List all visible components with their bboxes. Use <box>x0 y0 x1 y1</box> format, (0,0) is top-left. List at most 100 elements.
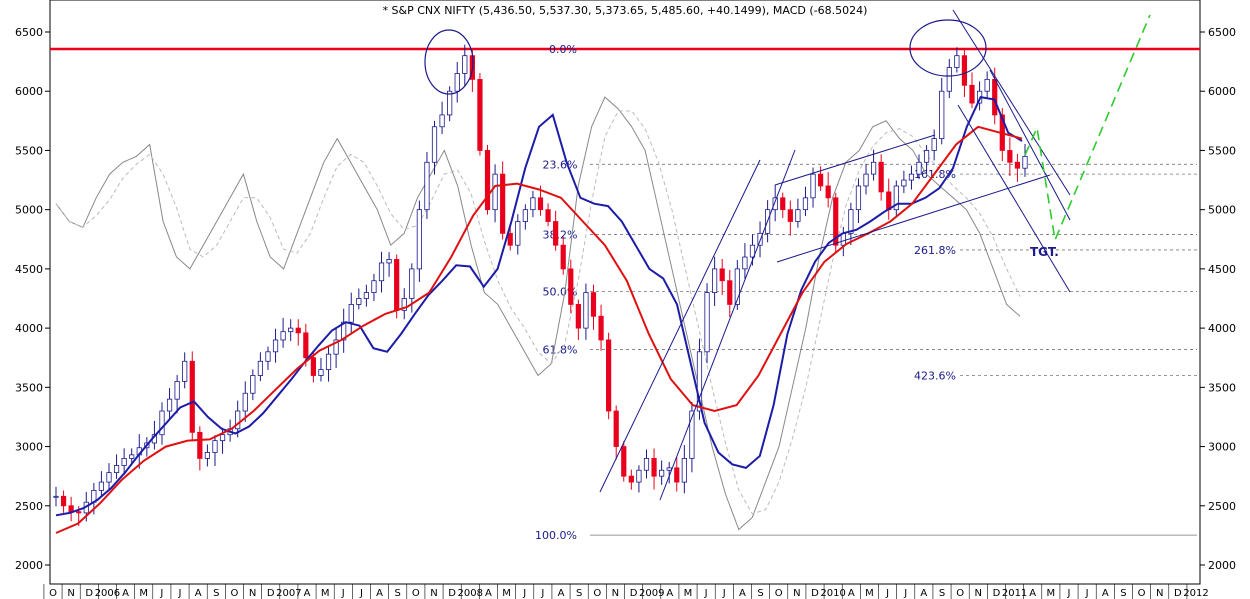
candle-body <box>356 298 362 305</box>
candle-body <box>507 232 513 246</box>
x-tick-label: A <box>666 588 673 599</box>
x-tick-label: J <box>885 588 889 599</box>
x-tick-label: O <box>230 588 238 599</box>
candle-body <box>409 268 415 299</box>
candle-body <box>401 298 407 311</box>
y-tick-label: 3500 <box>15 381 43 394</box>
candle-body <box>908 173 915 181</box>
candle-body <box>189 360 195 433</box>
fib-label: 100.0% <box>535 529 577 542</box>
y-tick-label: 3000 <box>15 441 43 454</box>
candle-body <box>394 259 400 311</box>
y-tick-label: 2500 <box>1208 500 1236 513</box>
candle-body <box>484 150 491 211</box>
candle-body <box>477 78 483 151</box>
candle-body <box>742 256 748 270</box>
candle-body <box>734 268 740 305</box>
x-tick-label: J <box>341 588 345 599</box>
x-tick-label: O <box>775 588 783 599</box>
candle-body <box>371 280 377 293</box>
y-tick-label: 4500 <box>15 263 43 276</box>
x-tick-label: J <box>1085 588 1089 599</box>
x-tick-label: D <box>630 588 638 599</box>
candle-body <box>204 452 211 459</box>
x-tick-label: O <box>412 588 420 599</box>
macd-overlay <box>55 96 1021 531</box>
candle-body <box>242 392 248 412</box>
candle-body <box>60 495 67 507</box>
candle-body <box>749 244 756 258</box>
candle-body <box>295 327 301 334</box>
y-tick-label: 5500 <box>1208 144 1236 157</box>
y-tick-label: 2500 <box>15 500 43 513</box>
candle-body <box>916 161 922 175</box>
macd-line <box>55 96 1021 531</box>
candle-body <box>878 161 884 193</box>
x-tick-label: D <box>1174 588 1182 599</box>
y-axis-left: 2000 2500 3000 3500 4000 4500 5000 5500 6000 6500 <box>15 26 50 572</box>
x-tick-label: A <box>739 588 746 599</box>
candle-body <box>833 197 839 246</box>
y-tick-label: 5000 <box>1208 204 1236 217</box>
candle-body <box>780 197 786 211</box>
candle-body <box>310 357 316 376</box>
x-tick-label: M <box>1047 588 1056 599</box>
trendline <box>952 9 1071 196</box>
x-tick-label: 2011 <box>1002 588 1027 599</box>
candle-body <box>219 434 226 442</box>
candle-body <box>992 78 998 116</box>
moving-averages <box>55 95 1023 534</box>
x-tick-label: O <box>593 588 601 599</box>
candle-body <box>848 209 854 234</box>
candle-body <box>606 339 612 412</box>
trendline <box>659 149 796 501</box>
candle-body <box>825 185 831 199</box>
x-tick-label: M <box>865 588 874 599</box>
trendline <box>774 134 936 186</box>
candle-body <box>772 197 778 211</box>
x-tick-label: N <box>67 588 74 599</box>
y-tick-label: 3500 <box>1208 381 1236 394</box>
x-tick-label: J <box>1067 588 1071 599</box>
candle-body <box>984 78 990 92</box>
candle-body <box>272 339 279 353</box>
candle-body <box>288 327 294 333</box>
x-tick-label: S <box>213 588 219 599</box>
candle-body <box>363 292 369 299</box>
candle-body <box>855 185 862 211</box>
candle-body <box>129 454 135 459</box>
x-tick-label: A <box>304 588 311 599</box>
ema-fast-line <box>55 95 1023 517</box>
x-tick-label: A <box>485 588 492 599</box>
candle-body <box>802 197 809 211</box>
x-tick-label: J <box>178 588 182 599</box>
y-tick-label: 4000 <box>1208 322 1236 335</box>
x-tick-label: A <box>122 588 129 599</box>
candle-body <box>121 457 127 466</box>
candle-body <box>265 351 271 362</box>
candle-body <box>870 161 877 175</box>
fib-label: 38.2% <box>543 229 578 242</box>
candle-body <box>280 331 286 341</box>
candle-body <box>530 197 536 211</box>
x-tick-label: N <box>430 588 437 599</box>
candle-body <box>893 185 899 211</box>
candle-body <box>333 339 339 355</box>
candle-body <box>378 262 385 282</box>
candle-body <box>257 360 263 376</box>
candle-body <box>537 197 544 211</box>
x-tick-label: M <box>502 588 511 599</box>
x-tick-label: O <box>1138 588 1146 599</box>
x-tick-label: D <box>267 588 275 599</box>
candle-body <box>553 221 559 246</box>
x-tick-label: N <box>249 588 256 599</box>
y-axis-right: 2000 2500 3000 3500 4000 4500 5000 5500 6000 6500 <box>1200 26 1236 572</box>
candle-body <box>946 67 952 92</box>
candle-body <box>250 375 256 394</box>
x-tick-label: M <box>321 588 330 599</box>
x-tick-label: A <box>195 588 202 599</box>
candle-body <box>522 209 528 222</box>
candle-body <box>575 304 581 329</box>
candle-body <box>1007 150 1013 163</box>
candle-body <box>174 381 180 400</box>
